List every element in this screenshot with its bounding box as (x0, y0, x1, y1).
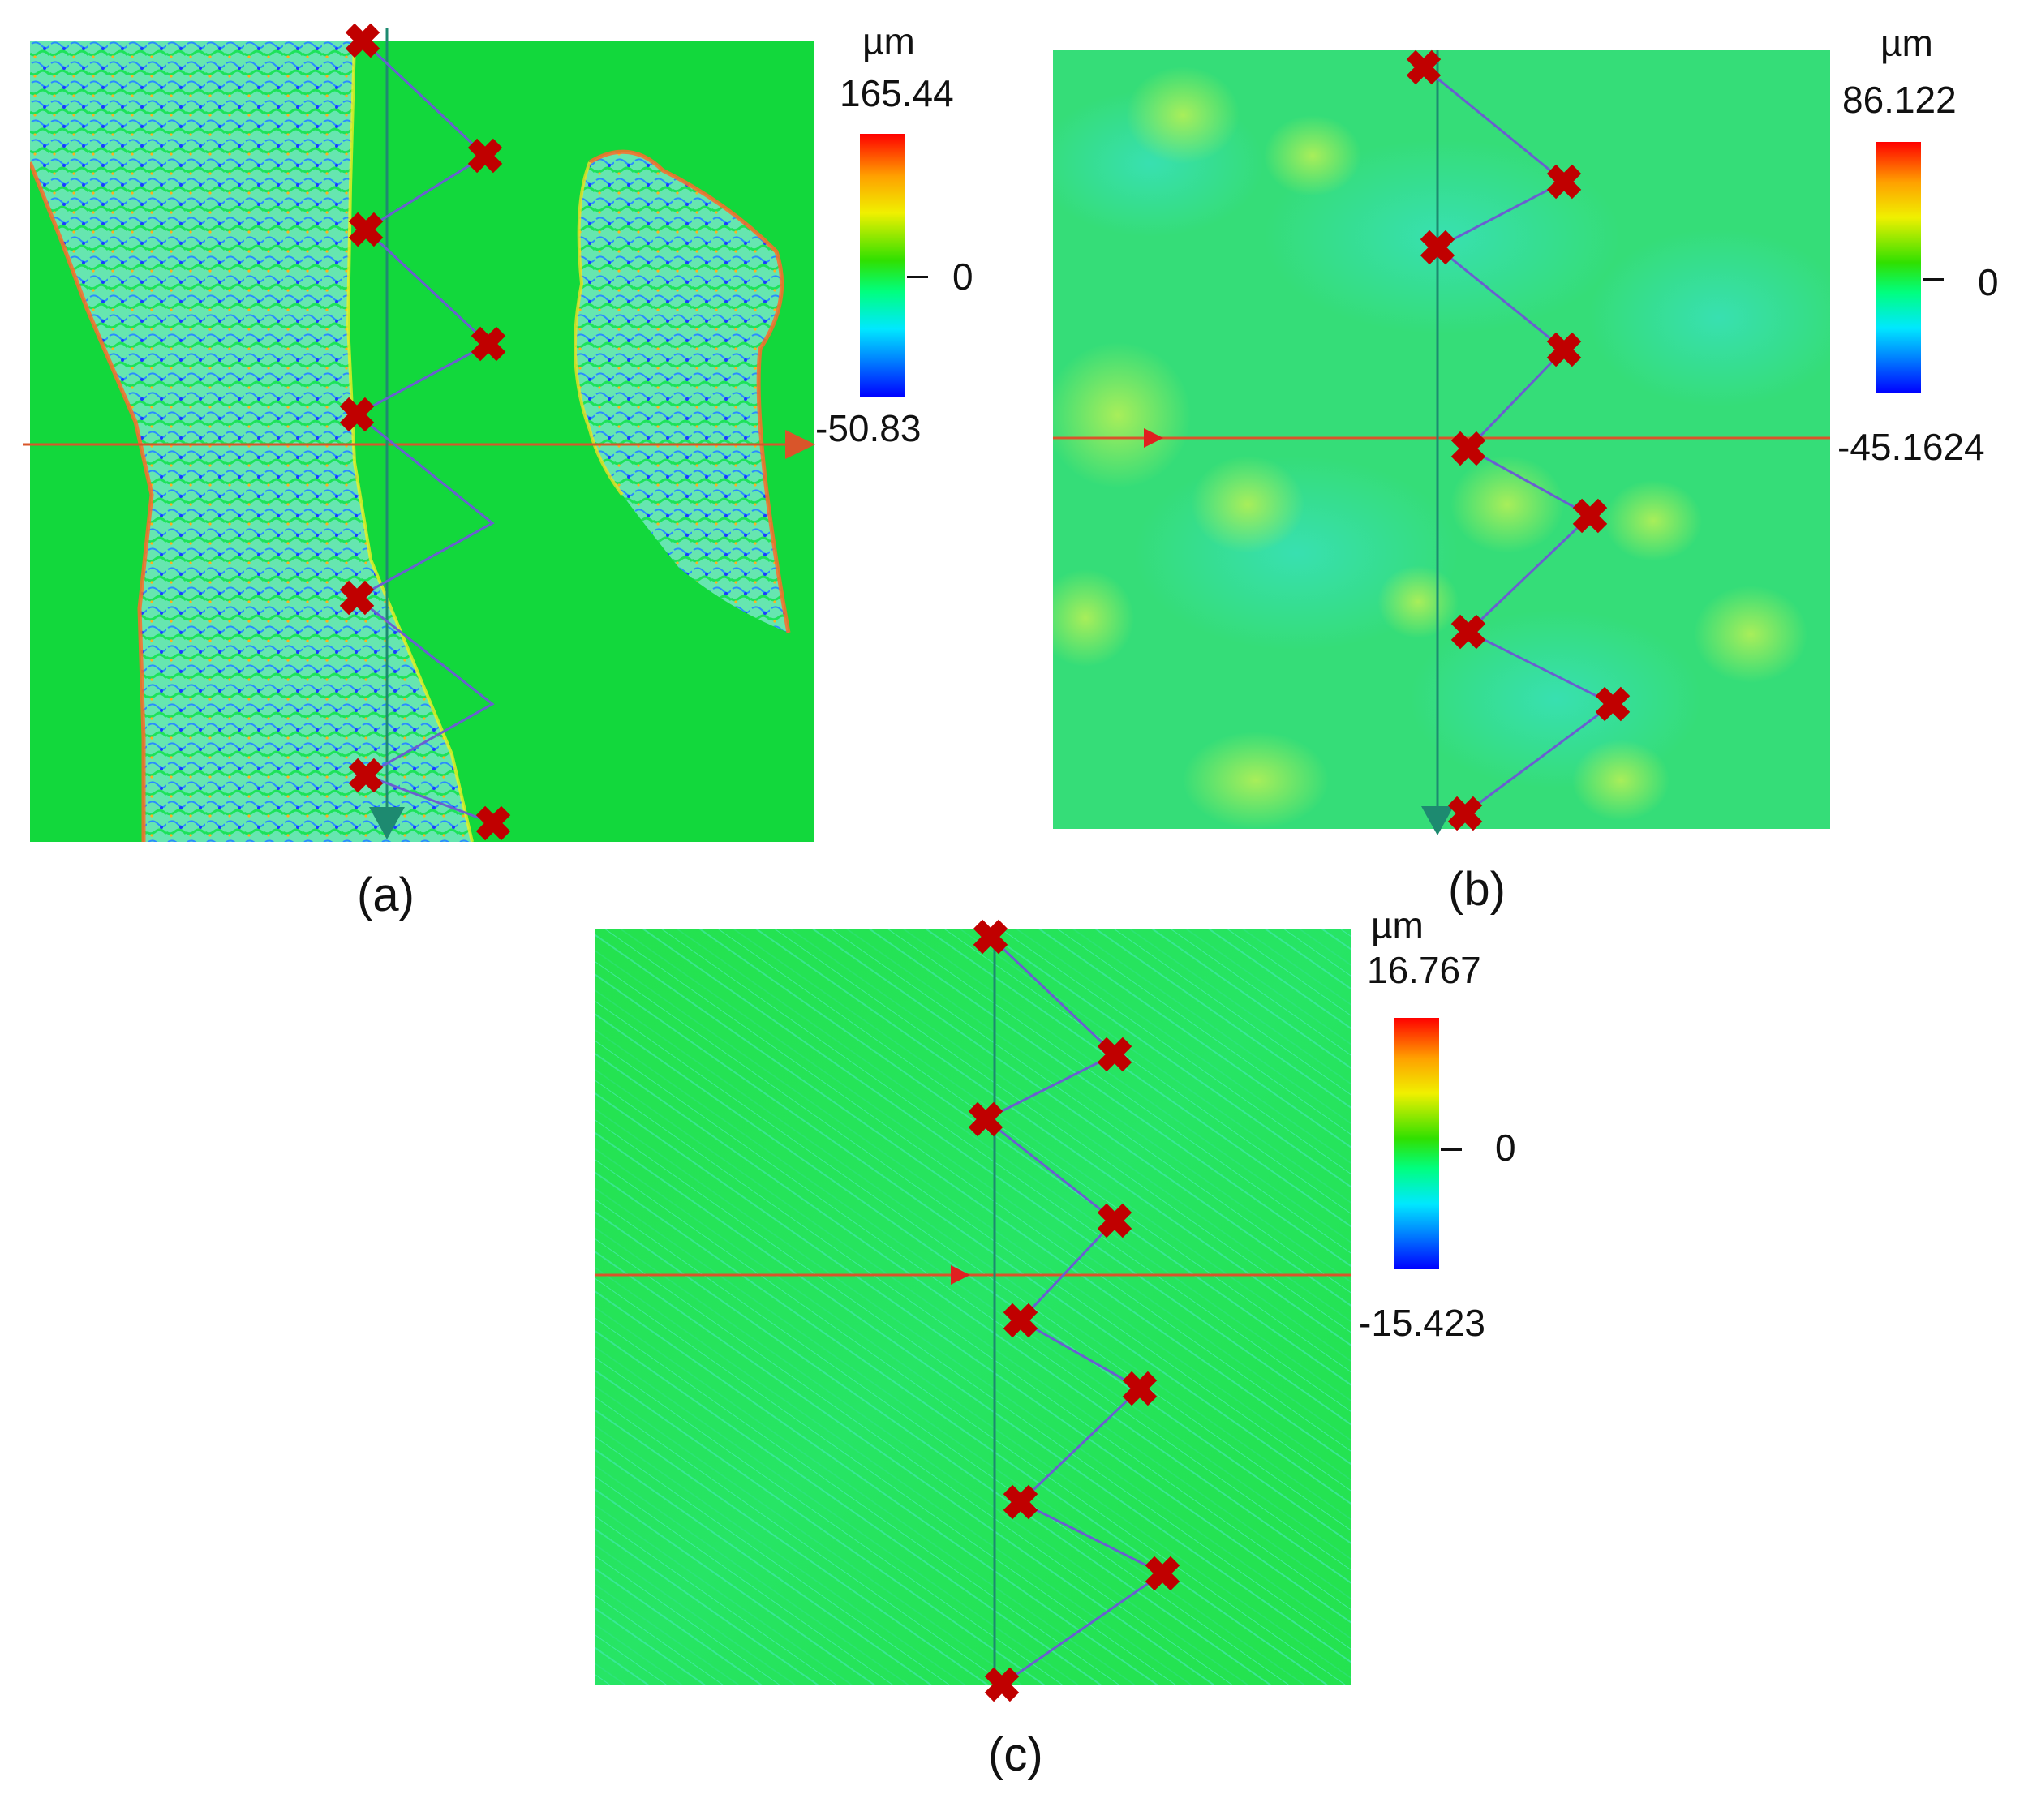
colorbar-zero-b: 0 (1978, 261, 1999, 303)
colorbar-unit-c: µm (1371, 904, 1424, 946)
colorbar-zero-tick-b (1923, 278, 1944, 281)
colorbar-max-a: 165.44 (840, 72, 954, 114)
colorbar-zero-a: 0 (952, 255, 973, 298)
height-map-a (30, 41, 814, 842)
surface-texture-a (30, 41, 791, 842)
colorbar-max-c: 16.767 (1367, 949, 1481, 991)
colorbar-c (1394, 1018, 1439, 1269)
colorbar-zero-c: 0 (1495, 1127, 1516, 1169)
colorbar-min-c: -15.423 (1359, 1302, 1486, 1344)
colorbar-unit-a: µm (862, 20, 915, 62)
colorbar-zero-tick-c (1441, 1148, 1462, 1151)
panel-label-b: (b) (1448, 863, 1506, 916)
colorbar-min-a: -50.83 (815, 407, 922, 449)
height-map-b (1053, 50, 1830, 829)
surface-texture-c (595, 929, 1351, 1685)
height-map-c (595, 929, 1351, 1685)
colorbar-b (1876, 142, 1921, 393)
colorbar-zero-tick-a (907, 276, 928, 278)
panel-label-a: (a) (357, 869, 415, 921)
colorbar-unit-b: µm (1880, 22, 1933, 64)
colorbar-min-b: -45.1624 (1837, 426, 1985, 468)
surface-texture-b (1053, 50, 1830, 829)
colorbar-max-b: 86.122 (1842, 79, 1957, 121)
colorbar-a (860, 134, 905, 397)
panel-label-c: (c) (988, 1728, 1043, 1781)
